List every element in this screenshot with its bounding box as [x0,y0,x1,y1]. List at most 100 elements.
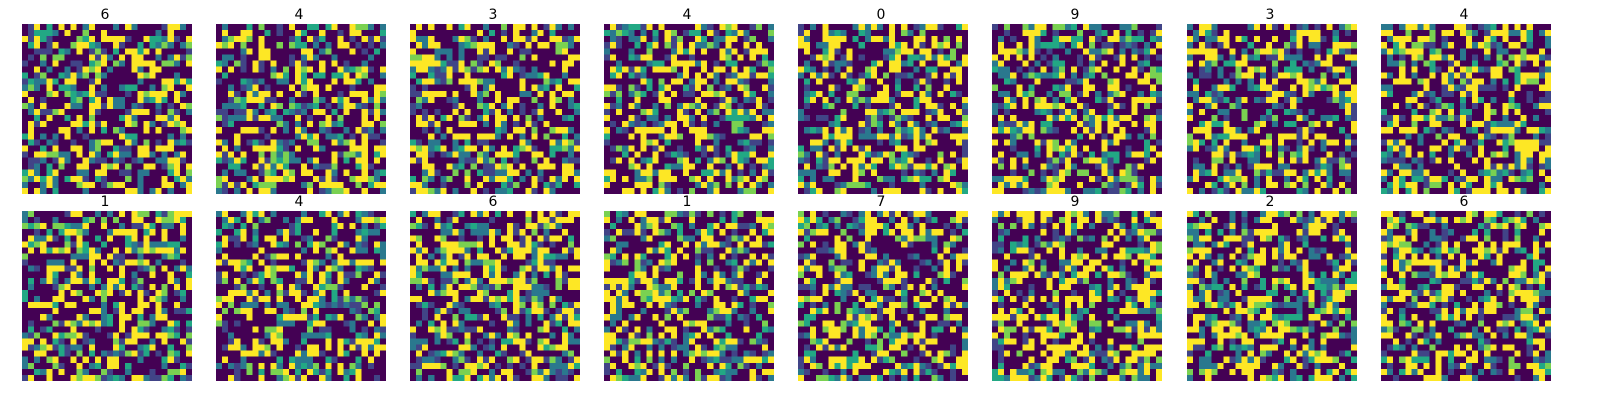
heatmap-cell [107,30,114,37]
heatmap-cell [876,187,884,194]
heatmap-cell [301,181,308,189]
heatmap-cell [216,109,223,116]
heatmap-cell [1143,127,1150,134]
heatmap-cell [634,54,641,61]
heatmap-cell [119,96,126,104]
heatmap-cell [113,121,120,128]
heatmap-cell [949,42,956,49]
heatmap-cell [913,127,920,134]
heatmap-cell [155,121,162,128]
heatmap-cell [834,139,841,146]
heatmap-cell [76,109,83,116]
heatmap-cell [276,66,283,73]
heatmap-cell [652,133,659,140]
heatmap-cell [725,109,732,116]
heatmap-cell [1344,72,1352,79]
heatmap-cell [1119,151,1126,158]
heatmap-cell [252,48,259,55]
heatmap-cell [731,66,738,73]
heatmap-cell [846,42,853,49]
heatmap-cell [258,121,265,128]
heatmap-cell [476,48,483,55]
heatmap-cell [834,175,841,182]
heatmap-cell [1101,72,1108,79]
heatmap-cell [543,127,550,134]
heatmap-cell [876,36,884,43]
heatmap-cell [646,157,653,164]
heatmap-cell [652,42,659,49]
heatmap-cell [1004,139,1011,146]
heatmap-cell [343,109,350,116]
heatmap-cell [561,145,568,152]
heatmap-cell [1344,60,1352,67]
heatmap-cell [1149,121,1157,128]
heatmap-cell [1131,36,1138,43]
heatmap-cell [1137,60,1144,67]
heatmap-cell [1016,163,1023,170]
heatmap-cell [828,48,835,55]
heatmap-cell [664,60,671,67]
heatmap-cell [840,109,847,116]
heatmap-cell [1070,102,1078,110]
heatmap-cell [434,115,441,122]
heatmap-cell [185,84,192,91]
heatmap-cell [1149,78,1157,85]
heatmap-cell [755,139,762,146]
heatmap-cell [488,30,496,37]
heatmap-cell [937,60,944,67]
heatmap-cell [331,121,338,128]
heatmap-cell [761,102,769,110]
heatmap-cell [343,54,350,61]
heatmap-cell [246,157,253,164]
heatmap-cell [1296,78,1303,85]
heatmap-cell [40,175,47,182]
heatmap-cell [276,60,283,67]
heatmap-cell [1040,121,1047,128]
heatmap-cell [185,102,192,110]
heatmap-cell [331,169,338,176]
heatmap-cell [179,109,187,116]
heatmap-cell [325,36,332,43]
heatmap-cell [507,36,514,43]
heatmap-cell [1284,78,1291,85]
heatmap-cell [876,181,884,189]
heatmap-cell [628,187,635,194]
heatmap-cell [876,163,884,170]
heatmap-cell [1155,115,1162,122]
heatmap-cell [482,96,490,104]
heatmap-cell [537,66,544,73]
heatmap-cell [173,90,180,97]
heatmap-cell [567,109,575,116]
heatmap-cell [1344,24,1352,31]
heatmap-cell [1010,121,1017,128]
heatmap-cell [737,78,744,85]
heatmap-cell [264,54,271,61]
heatmap-cell [313,84,320,91]
heatmap-cell [701,60,708,67]
heatmap-cell [458,90,465,97]
heatmap-cell [573,48,580,55]
heatmap-cell [1119,175,1126,182]
heatmap-cell [573,36,580,43]
heatmap-cell [88,175,95,182]
heatmap-cell [234,24,241,31]
heatmap-cell [846,78,853,85]
heatmap-cell [1235,72,1242,79]
heatmap-cell [543,84,550,91]
heatmap-cell [919,151,926,158]
heatmap-cell [476,24,483,31]
heatmap-cell [252,121,259,128]
heatmap-cell [870,36,878,43]
heatmap-cell [1046,72,1053,79]
heatmap-cell [513,30,520,37]
heatmap-cell [216,60,223,67]
heatmap-cell [998,157,1005,164]
heatmap-cell [40,30,47,37]
heatmap-cell [1058,175,1065,182]
heatmap-cell [1290,48,1297,55]
heatmap-cell [313,30,320,37]
heatmap-cell [798,157,805,164]
heatmap-cell [719,24,726,31]
heatmap-cell [501,163,508,170]
heatmap-cell [846,133,853,140]
